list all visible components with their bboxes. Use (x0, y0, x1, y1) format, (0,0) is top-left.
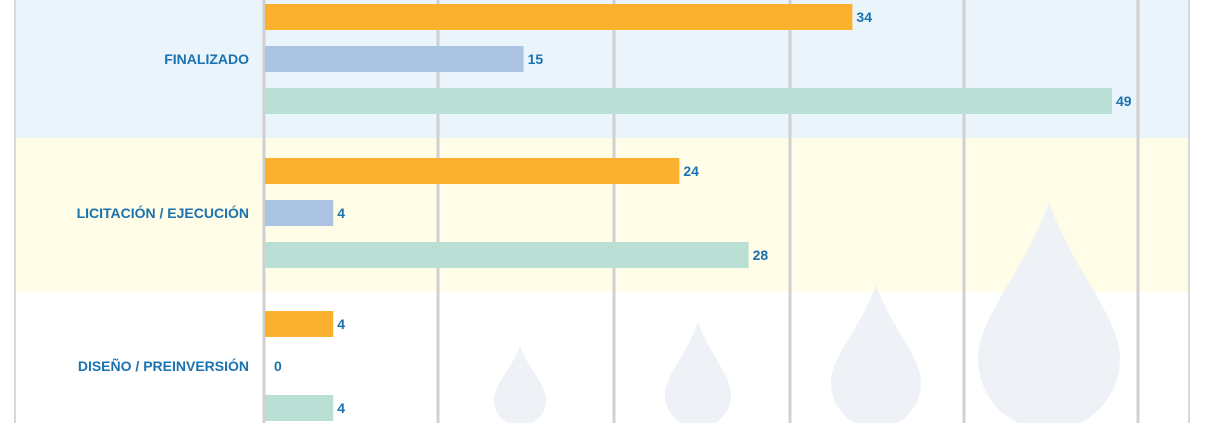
category-label: DISEÑO / PREINVERSIÓN (78, 357, 249, 374)
water-drop-decoration (831, 285, 921, 423)
bar (265, 395, 334, 421)
bar-value-label: 49 (1116, 93, 1132, 109)
bar (265, 158, 680, 184)
bar-value-label: 0 (274, 358, 282, 374)
water-drop-decoration (665, 322, 731, 423)
bar (265, 4, 853, 30)
bar-value-label: 28 (753, 247, 769, 263)
bar-value-label: 34 (856, 9, 872, 25)
category-label: FINALIZADO (164, 51, 249, 67)
bar (265, 46, 524, 72)
bar (265, 88, 1112, 114)
category-label: LICITACIÓN / EJECUCIÓN (77, 204, 249, 221)
bar-value-label: 15 (528, 51, 544, 67)
bar-value-label: 4 (337, 316, 345, 332)
bar-value-label: 4 (337, 205, 345, 221)
bar (265, 242, 749, 268)
bar-value-label: 24 (683, 163, 699, 179)
water-drop-decoration (978, 202, 1120, 423)
bar (265, 200, 334, 226)
bar (265, 311, 334, 337)
water-drop-decoration (494, 346, 546, 423)
bar-value-label: 4 (337, 400, 345, 416)
